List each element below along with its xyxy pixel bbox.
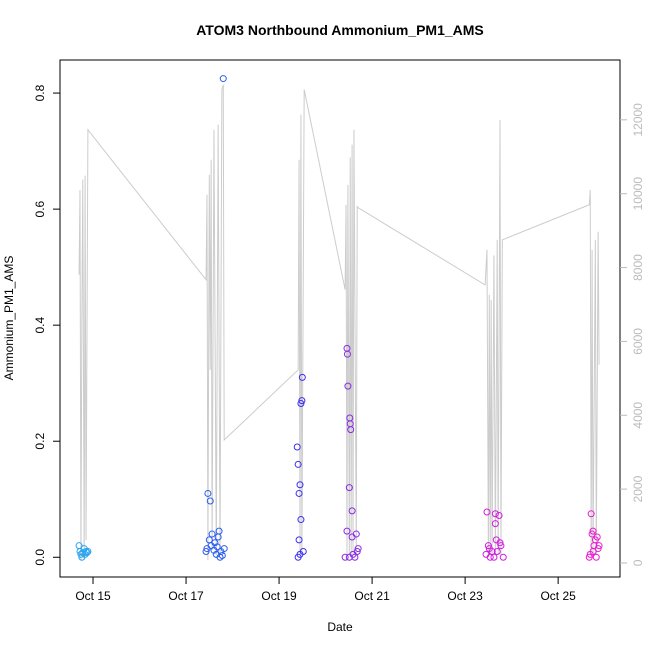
point — [82, 547, 90, 555]
y-tick-label: 0.8 — [33, 84, 47, 101]
y-tick-label: 0.6 — [33, 200, 47, 217]
point — [208, 530, 216, 538]
point — [351, 553, 359, 561]
point — [294, 460, 302, 468]
point — [352, 530, 360, 538]
point — [491, 520, 499, 528]
point — [497, 542, 505, 550]
point — [204, 489, 212, 497]
x-tick-label: Oct 17 — [168, 589, 204, 603]
x-tick-label: Oct 19 — [261, 589, 297, 603]
altitude-line — [78, 84, 600, 561]
point — [486, 553, 494, 561]
point — [83, 549, 91, 557]
point — [490, 553, 498, 561]
point — [84, 547, 92, 555]
point — [343, 350, 351, 358]
point — [493, 547, 501, 555]
point — [295, 536, 303, 544]
point — [341, 553, 349, 561]
point — [202, 547, 210, 555]
x-tick-label: Oct 15 — [75, 589, 111, 603]
point — [353, 547, 361, 555]
point — [299, 547, 307, 555]
point — [586, 550, 594, 558]
chart-title: ATOM3 Northbound Ammonium_PM1_AMS — [196, 22, 484, 38]
point — [354, 545, 362, 553]
y-tick-label: 0.0 — [33, 549, 47, 566]
y-tick-label: 0.4 — [33, 317, 47, 334]
point — [298, 397, 306, 405]
point — [345, 484, 353, 492]
point — [347, 426, 355, 434]
point — [495, 511, 503, 519]
point — [348, 507, 356, 515]
point — [220, 545, 228, 553]
point — [297, 516, 305, 524]
point — [496, 539, 504, 547]
point — [592, 553, 600, 561]
point — [296, 481, 304, 489]
point — [298, 373, 306, 381]
point — [297, 400, 305, 408]
y2-tick-label: 8000 — [631, 254, 645, 281]
point — [295, 489, 303, 497]
y-tick-label: 0.2 — [33, 433, 47, 450]
y2-tick-label: 10000 — [631, 177, 645, 211]
y2-tick-label: 4000 — [631, 402, 645, 429]
point — [206, 497, 214, 505]
point — [77, 550, 85, 558]
point — [483, 508, 491, 516]
y-axis-label: Ammonium_PM1_AMS — [2, 256, 16, 381]
point — [589, 527, 597, 535]
y2-tick-label: 0 — [631, 559, 645, 566]
y2-tick-label: 12000 — [631, 103, 645, 137]
x-tick-label: Oct 25 — [540, 589, 576, 603]
point — [491, 510, 499, 518]
point — [343, 527, 351, 535]
x-axis-label: Date — [327, 620, 353, 634]
point — [594, 545, 602, 553]
point — [344, 382, 352, 390]
point — [588, 530, 596, 538]
point — [587, 510, 595, 518]
point — [484, 542, 492, 550]
point — [219, 75, 227, 83]
point — [211, 539, 219, 547]
plot-frame — [59, 59, 621, 578]
y2-tick-label: 6000 — [631, 328, 645, 355]
point — [595, 542, 603, 550]
y2-tick-label: 2000 — [631, 475, 645, 502]
x-tick-label: Oct 21 — [354, 589, 390, 603]
point — [499, 553, 507, 561]
x-tick-label: Oct 23 — [447, 589, 483, 603]
point — [215, 527, 223, 535]
point — [293, 443, 301, 451]
point — [585, 553, 593, 561]
point — [218, 552, 226, 560]
point — [213, 543, 221, 551]
